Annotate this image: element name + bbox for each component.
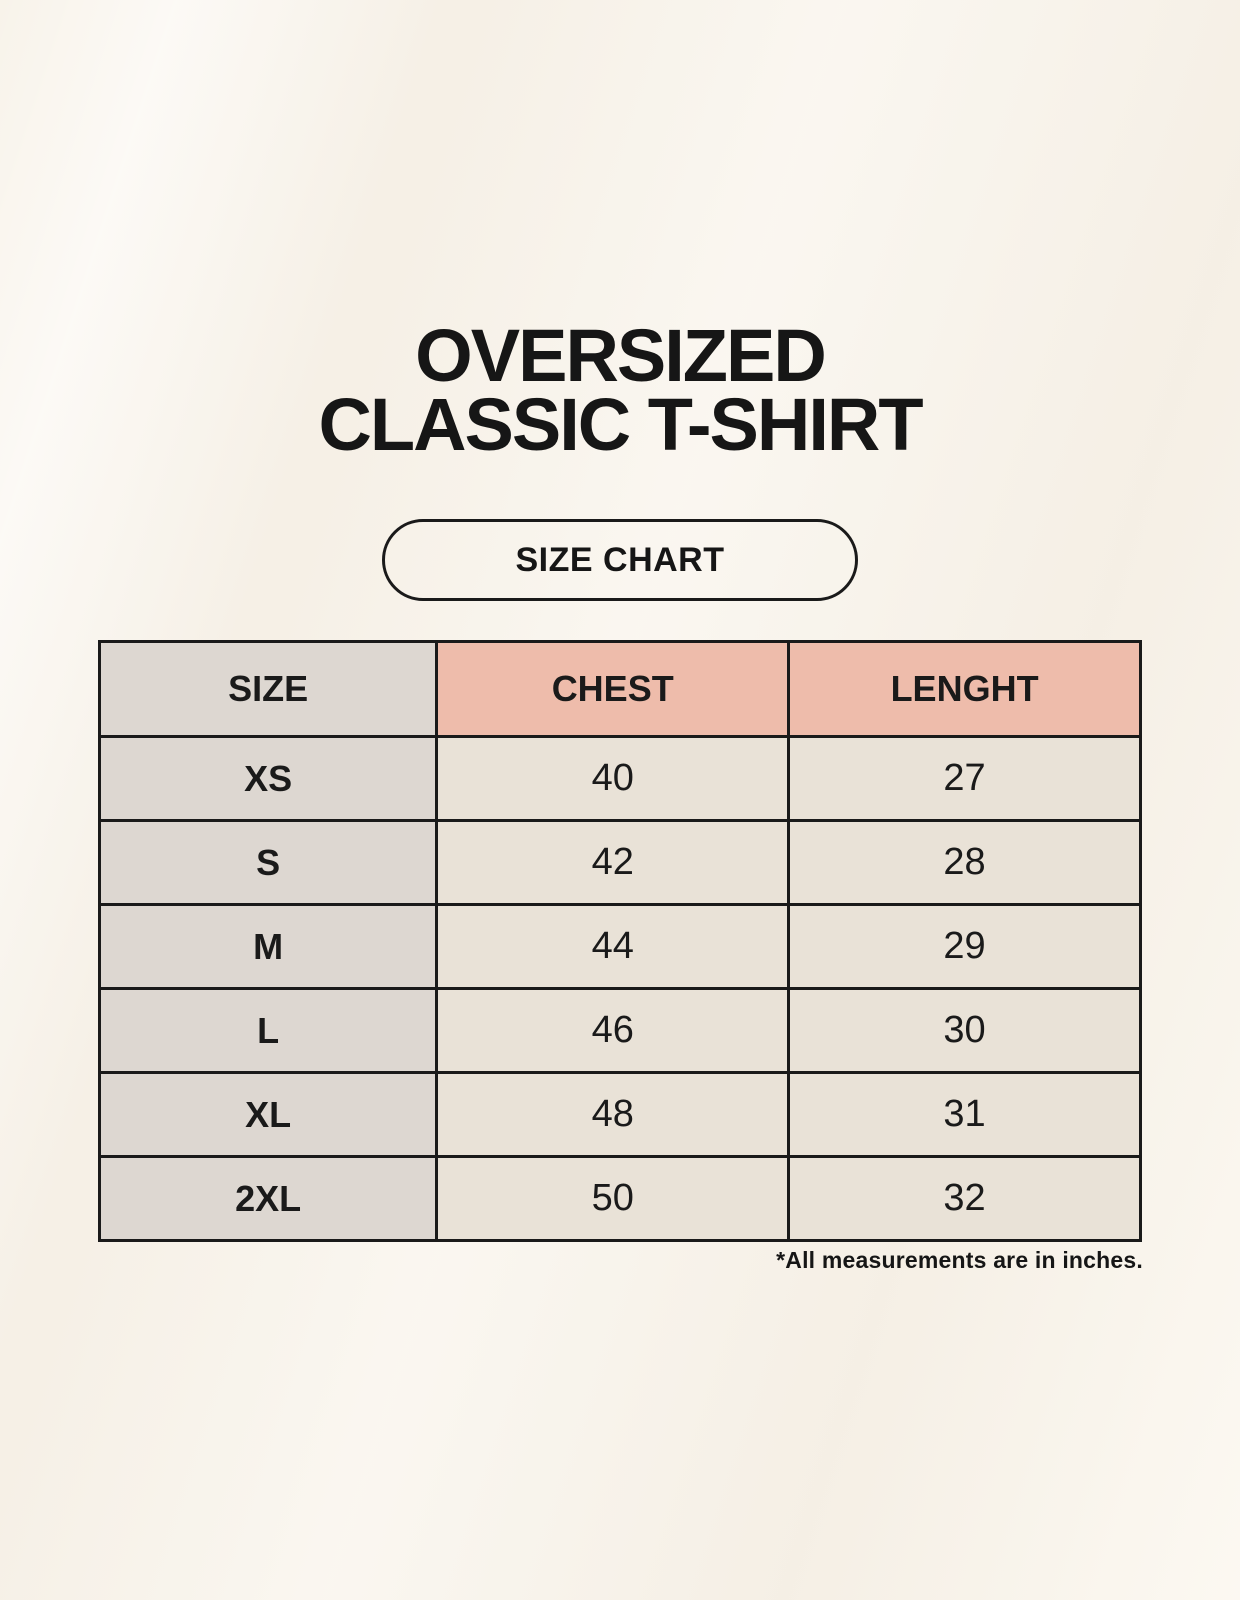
chest-value-cell: 40 [435, 735, 791, 822]
table-row: 2XL 50 32 [97, 1155, 1142, 1242]
measurements-footnote: *All measurements are in inches. [776, 1247, 1143, 1273]
column-header-size: SIZE [97, 640, 439, 738]
column-header-chest: CHEST [435, 640, 791, 738]
size-chart-button-label: SIZE CHART [515, 540, 725, 579]
chest-value-cell: 42 [435, 819, 791, 906]
chest-value-cell: 48 [435, 1071, 791, 1158]
chest-value-cell: 44 [435, 903, 791, 990]
size-label-cell: S [97, 819, 439, 906]
lenght-value-cell: 28 [787, 819, 1142, 906]
lenght-value-cell: 30 [787, 987, 1142, 1074]
lenght-value-cell: 32 [787, 1155, 1142, 1242]
table-row: S 42 28 [97, 819, 1142, 906]
size-label-cell: L [97, 987, 439, 1074]
chest-value-cell: 46 [435, 987, 791, 1074]
size-table: SIZE CHEST LENGHT XS 40 27 S 42 28 M 44 … [97, 640, 1142, 1242]
chest-value-cell: 50 [435, 1155, 791, 1242]
table-row: XL 48 31 [97, 1071, 1142, 1158]
size-chart-button[interactable]: SIZE CHART [382, 519, 858, 601]
size-label-cell: M [97, 903, 439, 990]
table-row: XS 40 27 [97, 735, 1142, 822]
lenght-value-cell: 27 [787, 735, 1142, 822]
column-header-lenght: LENGHT [787, 640, 1142, 738]
page-title-line1: OVERSIZED [415, 314, 827, 397]
size-label-cell: XS [97, 735, 439, 822]
lenght-value-cell: 29 [787, 903, 1142, 990]
table-row: M 44 29 [97, 903, 1142, 990]
size-label-cell: XL [97, 1071, 439, 1158]
lenght-value-cell: 31 [787, 1071, 1142, 1158]
size-label-cell: 2XL [97, 1155, 439, 1242]
page-title: OVERSIZED CLASSIC T-SHIRT [0, 314, 1240, 466]
page-title-line2: CLASSIC T-SHIRT [318, 382, 923, 466]
header-row: SIZE CHEST LENGHT [97, 640, 1142, 738]
table-row: L 46 30 [97, 987, 1142, 1074]
